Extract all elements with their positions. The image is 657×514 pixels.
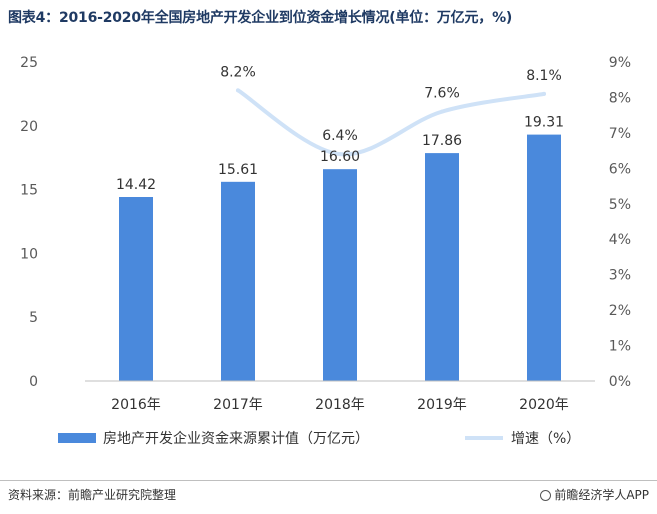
y-left-tick-label: 10 — [20, 246, 38, 262]
growth-value-label: 6.4% — [322, 128, 358, 144]
x-tick-label: 2020年 — [519, 397, 569, 413]
growth-value-label: 8.1% — [526, 68, 562, 84]
y-right-tick-label: 5% — [609, 197, 631, 213]
bar — [425, 153, 459, 381]
footer-divider — [0, 480, 657, 481]
growth-point — [338, 152, 342, 157]
growth-line — [236, 88, 546, 157]
bar-value-label: 17.86 — [422, 133, 462, 149]
bar — [527, 134, 561, 381]
source-note: 资料来源：前瞻产业研究院整理 — [8, 488, 177, 502]
x-tick-label: 2019年 — [417, 397, 467, 413]
brand-text: 前瞻经济学人APP — [554, 488, 649, 502]
brand-label: 前瞻经济学人APP — [540, 486, 649, 503]
legend-bar-label: 房地产开发企业资金来源累计值（万亿元） — [103, 430, 369, 447]
x-tick-label: 2016年 — [111, 397, 161, 413]
y-right-tick-label: 2% — [609, 303, 631, 319]
y-right-tick-label: 0% — [609, 374, 631, 390]
bar — [221, 181, 255, 381]
y-right-tick-label: 7% — [609, 126, 631, 142]
legend-line-label: 增速（%） — [511, 431, 580, 447]
bar-value-label: 16.60 — [320, 149, 360, 165]
brand-logo-icon — [540, 490, 552, 501]
y-right-tick-label: 3% — [609, 268, 631, 284]
chart-title: 图表4：2016-2020年全国房地产开发企业到位资金增长情况(单位：万亿元，%… — [8, 10, 513, 26]
legend: 房地产开发企业资金来源累计值（万亿元） 增速（%） — [58, 430, 580, 447]
y-right-tick-label: 6% — [609, 161, 631, 177]
bar-value-label: 19.31 — [524, 115, 564, 131]
legend-bar-swatch — [58, 433, 96, 443]
x-tick-label: 2017年 — [213, 397, 263, 413]
y-left-tick-label: 5 — [29, 310, 38, 326]
bar-value-label: 14.42 — [116, 177, 156, 193]
bar-value-label: 15.61 — [218, 162, 258, 178]
y-right-tick-label: 9% — [609, 55, 631, 71]
growth-point — [236, 88, 240, 93]
y-left-tick-label: 20 — [20, 119, 38, 135]
y-left-tick-label: 0 — [29, 374, 38, 390]
growth-value-label: 8.2% — [220, 64, 256, 80]
growth-value-label: 7.6% — [424, 86, 460, 102]
x-tick-label: 2018年 — [315, 397, 365, 413]
y-right-tick-label: 4% — [609, 232, 631, 248]
bar — [119, 197, 153, 381]
chart: 0 5 10 15 20 25 0% 1% 2% 3% 4% 5% 6% 7% 8% 9% 14.42 15.… — [20, 55, 631, 447]
growth-point — [542, 91, 546, 96]
y-left-tick-label: 15 — [20, 183, 38, 199]
bar — [323, 169, 357, 381]
y-right-tick-label: 1% — [609, 339, 631, 355]
y-right-tick-label: 8% — [609, 90, 631, 106]
growth-point — [440, 109, 444, 114]
y-left-tick-label: 25 — [20, 55, 38, 71]
